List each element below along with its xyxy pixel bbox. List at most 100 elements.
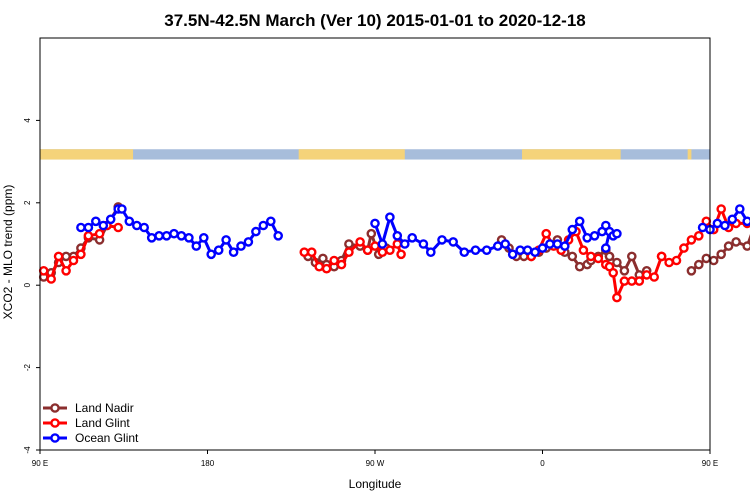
land-nadir-point <box>723 241 734 251</box>
ocean-glint-point <box>507 249 518 260</box>
ocean-glint-point <box>258 220 269 231</box>
ocean-glint-point <box>176 230 187 241</box>
ocean-glint-point <box>228 247 239 257</box>
ocean-glint-point <box>105 214 116 225</box>
land-nadir-point <box>366 228 377 239</box>
land-nadir-point <box>619 265 630 276</box>
land-glint-point <box>694 230 704 241</box>
land-glint-point <box>627 276 637 286</box>
ocean-glint-point <box>236 241 246 251</box>
land-nadir-point <box>694 259 704 270</box>
ocean-glint-point <box>154 230 164 241</box>
ocean-glint-point <box>251 226 261 237</box>
ocean-glint-point <box>377 239 388 249</box>
land-glint-point <box>83 230 94 241</box>
legend-swatch-marker <box>50 418 60 428</box>
ocean-glint-point <box>418 239 429 249</box>
land-glint-point <box>46 274 57 284</box>
land-glint-point <box>619 276 630 286</box>
ocean-glint-point <box>213 245 224 255</box>
land-glint-point <box>664 257 674 268</box>
land-glint-point <box>344 247 354 257</box>
land-glint-point <box>716 204 727 214</box>
ocean-glint-point <box>407 232 418 243</box>
land-band <box>522 149 621 160</box>
ocean-glint-point <box>727 214 738 225</box>
ocean-glint-point <box>574 216 585 227</box>
land-glint-point <box>612 292 622 303</box>
land-nadir-point <box>612 257 622 268</box>
ocean-glint-point <box>91 216 101 227</box>
ocean-glint-point <box>437 235 447 245</box>
ocean-glint-point <box>139 222 149 233</box>
land-glint-point <box>314 261 325 272</box>
land-nadir-point <box>567 251 578 262</box>
x-axis-label: Longitude <box>349 477 402 491</box>
y-tick-label: 4 <box>23 118 32 123</box>
ocean-glint-point <box>448 237 459 247</box>
land-glint-point <box>362 245 373 255</box>
ocean-glint-point <box>742 216 750 227</box>
land-glint-point <box>541 228 552 239</box>
ocean-glint-point <box>399 239 410 249</box>
legend-item-land-nadir: Land Nadir <box>43 401 134 415</box>
series-ocean-glint <box>76 204 750 260</box>
ocean-glint-point <box>83 222 94 233</box>
land-glint-point <box>656 251 667 262</box>
y-tick-label: 2 <box>23 200 32 205</box>
ocean-glint-point <box>131 220 142 231</box>
land-glint-point <box>336 259 347 270</box>
land-glint-point <box>593 253 604 264</box>
land-glint-point <box>385 245 395 255</box>
ocean-glint-point <box>735 204 745 214</box>
series-land-glint <box>38 204 750 303</box>
land-glint-point <box>53 251 64 262</box>
land-nadir-point <box>731 237 741 247</box>
ocean-glint-point <box>560 241 570 251</box>
y-tick-label: -2 <box>23 363 32 371</box>
ocean-glint-point <box>198 232 209 243</box>
ocean-glint-point <box>206 249 216 260</box>
ocean-glint-point <box>459 247 470 257</box>
y-tick-label: -4 <box>23 446 32 454</box>
x-axis-ticks: 90 E 180 90 W 0 90 E <box>32 450 718 468</box>
ocean-glint-point <box>184 232 194 243</box>
land-glint-point <box>641 270 652 280</box>
ocean-glint-point <box>697 222 708 233</box>
land-glint-point <box>679 243 689 253</box>
land-nadir-point <box>742 241 750 251</box>
land-nadir-point <box>604 251 615 262</box>
ocean-glint-point <box>117 204 127 214</box>
ocean-glint-point <box>370 218 380 229</box>
land-glint-point <box>113 222 123 233</box>
land-glint-point <box>377 247 388 257</box>
ocean-glint-point <box>712 218 723 229</box>
land-nadir-point <box>716 249 727 260</box>
legend-label: Ocean Glint <box>75 431 139 445</box>
ocean-glint-point <box>720 220 730 231</box>
ocean-glint-point <box>221 235 231 245</box>
legend-label: Land Nadir <box>75 401 134 415</box>
land-glint-point <box>329 255 339 266</box>
land-nadir-point <box>574 261 585 272</box>
ocean-glint-point <box>601 243 611 253</box>
ocean-glint-point <box>537 243 548 253</box>
land-glint-point <box>306 247 317 257</box>
land-glint-point <box>68 255 79 266</box>
land-band <box>298 149 405 160</box>
land-nadir-point <box>61 251 71 262</box>
y-axis-label: XCO2 - MLO trend (ppm) <box>1 185 15 320</box>
ocean-glint-point <box>385 212 395 222</box>
land-glint-point <box>370 241 380 251</box>
ocean-glint-point <box>567 224 578 235</box>
legend-item-ocean-glint: Ocean Glint <box>43 431 139 445</box>
land-ocean-strip <box>40 149 710 160</box>
ocean-glint-point <box>522 245 533 255</box>
ocean-glint-point <box>582 232 593 243</box>
ocean-glint-point <box>124 216 135 227</box>
y-tick-label: 0 <box>23 282 32 287</box>
legend-item-land-glint: Land Glint <box>43 416 130 430</box>
land-nadir-point <box>627 251 637 262</box>
